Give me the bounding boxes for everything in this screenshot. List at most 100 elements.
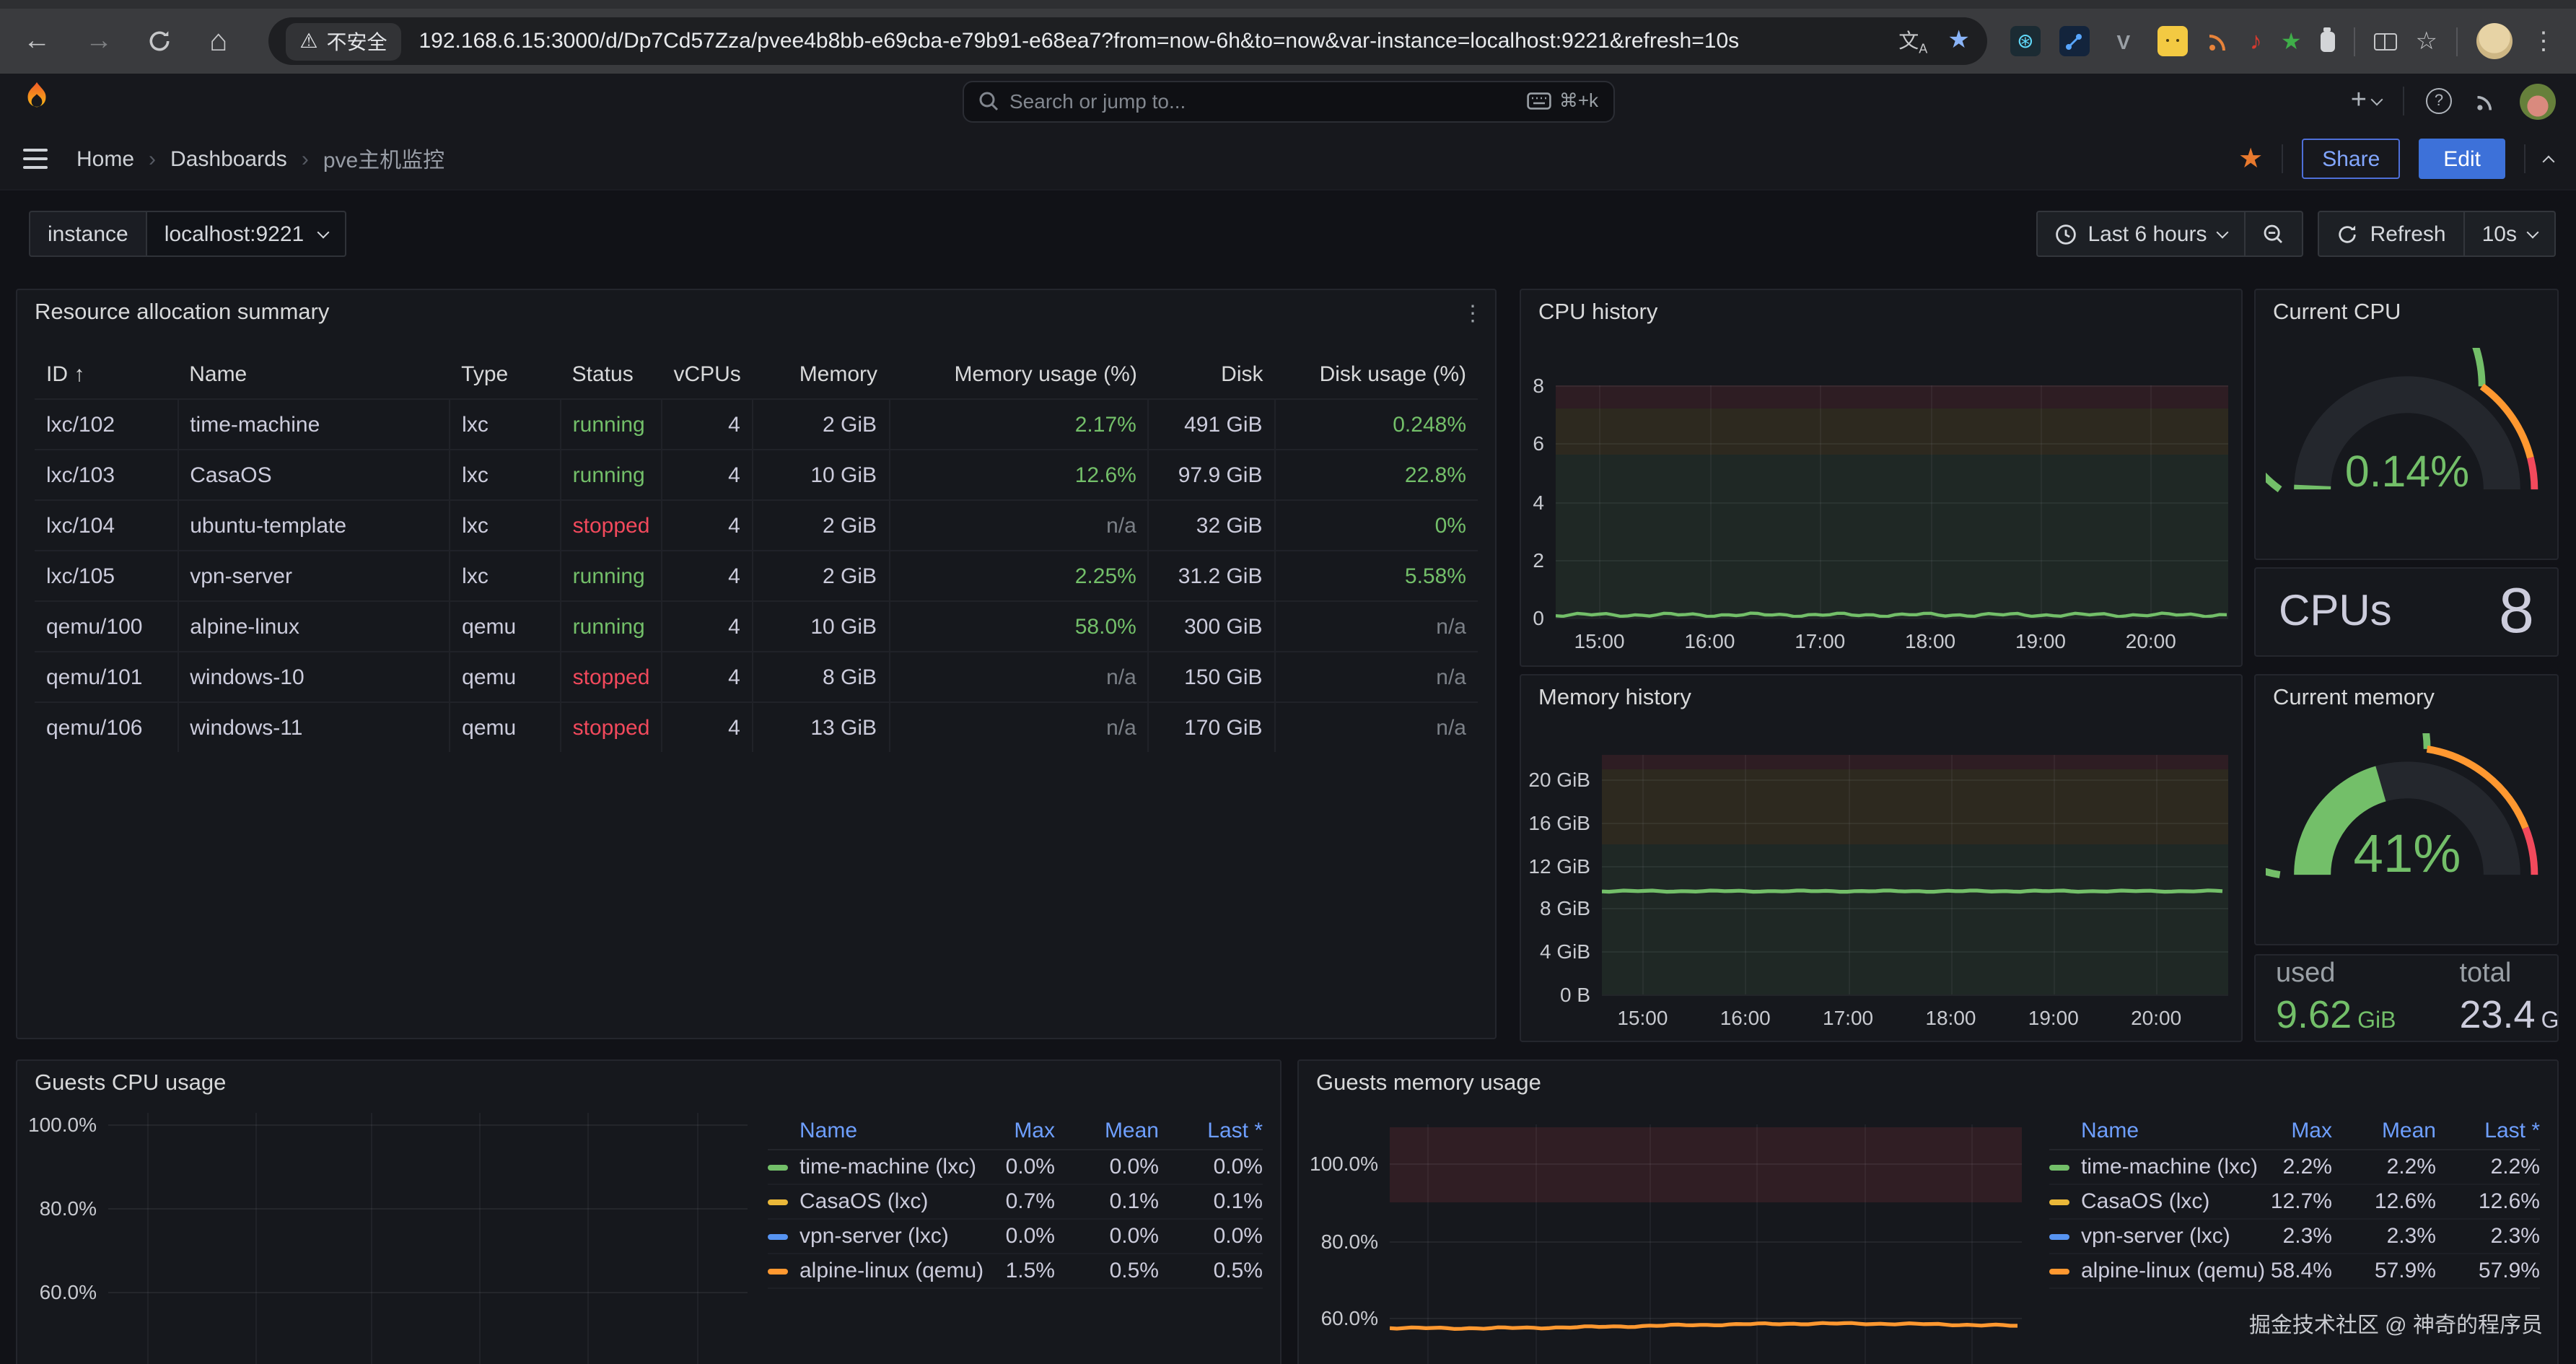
url-bar[interactable]: ⚠ 不安全 192.168.6.15:3000/d/Dp7Cd57Zza/pve… [268, 17, 1987, 65]
reload-icon[interactable] [147, 29, 172, 53]
legend-row[interactable]: alpine-linux (qemu) 58.4% 57.9% 57.9% [2049, 1254, 2540, 1289]
column-header[interactable]: Memory usage (%) [954, 362, 1137, 387]
menu-icon[interactable] [23, 149, 48, 169]
grafana-logo[interactable] [20, 81, 53, 121]
table-row[interactable]: lxc/103 CasaOS lxc running 4 10 GiB 12.6% 97.9 … [35, 449, 1478, 500]
news-icon[interactable] [2475, 90, 2497, 113]
legend-series-name[interactable]: CasaOS (lxc) [2049, 1189, 2228, 1214]
legend-value: 57.9% [2478, 1259, 2540, 1283]
column-header[interactable]: Status [571, 362, 634, 387]
legend-header-name[interactable]: Name [799, 1119, 858, 1143]
legend-header-stat[interactable]: Max [2291, 1119, 2332, 1143]
panel-title[interactable]: Guests CPU usage [35, 1071, 227, 1096]
table-row[interactable]: lxc/104 ubuntu-template lxc stopped 4 2 GiB n/… [35, 499, 1478, 551]
legend-series-name[interactable]: vpn-server (lxc) [2049, 1224, 2230, 1249]
breadcrumb-dashboards[interactable]: Dashboards [170, 147, 287, 171]
legend-series-name[interactable]: CasaOS (lxc) [768, 1189, 951, 1214]
panel-cpu-history[interactable]: CPU history 0 2 4 6 8 15:00 16:00 17:00 18:00 19:… [1520, 289, 2243, 667]
time-range-picker[interactable]: Last 6 hours [2036, 211, 2246, 257]
column-header[interactable]: vCPUs [673, 362, 741, 387]
site-security-badge[interactable]: ⚠ 不安全 [285, 22, 402, 60]
search-input[interactable]: Search or jump to... ⌘+k [962, 80, 1614, 122]
legend-row[interactable]: vpn-server (lxc) 0.0% 0.0% 0.0% [768, 1220, 1263, 1254]
browser-menu-icon[interactable]: ⋮ [2531, 27, 2556, 54]
legend-row[interactable]: time-machine (lxc) 2.2% 2.2% 2.2% [2049, 1150, 2540, 1185]
grid-line-h [1602, 951, 2228, 953]
legend-header-stat[interactable]: Last * [2484, 1119, 2540, 1143]
legend-row[interactable]: CasaOS (lxc) 0.7% 0.1% 0.1% [768, 1185, 1263, 1220]
legend-row[interactable]: alpine-linux (qemu) 1.5% 0.5% 0.5% [768, 1254, 1263, 1289]
column-header[interactable]: Name [189, 362, 247, 387]
column-header[interactable]: ID ↑ [46, 362, 85, 387]
legend-series-name[interactable]: time-machine (lxc) [768, 1155, 976, 1179]
clock-icon [2055, 224, 2076, 244]
star-extension-icon[interactable]: ★ [2280, 30, 2302, 54]
panel-current-memory[interactable]: Current memory 41% [2254, 674, 2559, 945]
table-row[interactable]: qemu/101 windows-10 qemu stopped 4 8 GiB n/a 15… [35, 651, 1478, 702]
legend-row[interactable]: vpn-server (lxc) 2.3% 2.3% 2.3% [2049, 1220, 2540, 1254]
share-button[interactable]: Share [2302, 139, 2401, 179]
legend-series-name[interactable]: alpine-linux (qemu) [2049, 1259, 2265, 1283]
legend-header-stat[interactable]: Max [1014, 1119, 1055, 1143]
bookmark-star-icon[interactable]: ★ [1948, 26, 1970, 54]
help-icon[interactable]: ? [2426, 88, 2452, 114]
graph-extension-icon[interactable] [2059, 26, 2090, 56]
column-header[interactable]: Disk usage (%) [1319, 362, 1466, 387]
edit-button[interactable]: Edit [2419, 139, 2505, 179]
table-row[interactable]: qemu/100 alpine-linux qemu running 4 10 GiB 58… [35, 600, 1478, 652]
react-devtools-icon[interactable]: ⊛ [2010, 26, 2041, 56]
favorite-star-icon[interactable]: ★ [2238, 144, 2264, 174]
forward-icon[interactable]: → [85, 26, 113, 56]
cat-extension-icon[interactable] [2157, 26, 2188, 56]
legend-value: 2.3% [2282, 1224, 2332, 1249]
instance-select[interactable]: localhost:9221 [146, 211, 346, 257]
bottle-extension-icon[interactable] [2320, 27, 2335, 51]
table-cell-vcpus: 4 [662, 499, 753, 551]
music-extension-icon[interactable]: ♪ [2249, 27, 2262, 54]
legend-series-name[interactable]: vpn-server (lxc) [768, 1224, 951, 1249]
table-row[interactable]: lxc/102 time-machine lxc running 4 2 GiB 2.17%… [35, 398, 1478, 450]
refresh-interval-select[interactable]: 10s [2464, 211, 2556, 257]
panel-current-cpu[interactable]: Current CPU 0.14% [2254, 289, 2559, 560]
rss-extension-icon[interactable] [2207, 29, 2231, 53]
panel-menu-icon[interactable]: ⋮ [1462, 302, 1484, 326]
legend-header-name[interactable]: Name [2081, 1119, 2139, 1143]
panel-title[interactable]: Resource allocation summary [35, 300, 330, 325]
panel-memory-history[interactable]: Memory history 0 B 4 GiB 8 GiB 12 GiB 16 GiB… [1520, 674, 2243, 1042]
zoom-out-button[interactable] [2246, 211, 2304, 257]
home-icon[interactable]: ⌂ [209, 25, 228, 58]
url-text[interactable]: 192.168.6.15:3000/d/Dp7Cd57Zza/pvee4b8bb… [419, 29, 1740, 53]
panel-title[interactable]: Memory history [1538, 686, 1691, 710]
bookmarks-icon[interactable]: ☆ [2415, 27, 2438, 54]
panel-title[interactable]: Guests memory usage [1316, 1071, 1541, 1096]
panel-guests-cpu[interactable]: Guests CPU usage 100.0% 80.0% 60.0% Name Max… [16, 1059, 1282, 1364]
legend-row[interactable]: time-machine (lxc) 0.0% 0.0% 0.0% [768, 1150, 1263, 1185]
collapse-icon[interactable] [2542, 155, 2555, 168]
back-icon[interactable]: ← [23, 26, 51, 56]
translate-icon[interactable]: 文A [1898, 29, 1928, 56]
legend-row[interactable]: CasaOS (lxc) 12.7% 12.6% 12.6% [2049, 1185, 2540, 1220]
column-header[interactable]: Memory [799, 362, 878, 387]
column-header[interactable]: Type [461, 362, 509, 387]
legend-series-name[interactable]: time-machine (lxc) [2049, 1155, 2258, 1179]
breadcrumb-home[interactable]: Home [76, 147, 135, 171]
vue-devtools-icon[interactable]: V [2116, 30, 2131, 53]
table-row[interactable]: lxc/105 vpn-server lxc running 4 2 GiB 2.25% 31… [35, 550, 1478, 601]
add-button[interactable]: + [2351, 85, 2383, 117]
legend-header-stat[interactable]: Mean [1104, 1119, 1159, 1143]
legend-header-stat[interactable]: Last * [1207, 1119, 1263, 1143]
panel-title[interactable]: Current memory [2273, 686, 2435, 710]
column-header[interactable]: Disk [1221, 362, 1263, 387]
browser-profile-avatar[interactable] [2476, 23, 2513, 59]
reading-list-icon[interactable] [2373, 32, 2397, 50]
table-row[interactable]: qemu/106 windows-11 qemu stopped 4 13 GiB n/a 1… [35, 701, 1478, 752]
legend-series-name[interactable]: alpine-linux (qemu) [768, 1259, 983, 1283]
panel-title[interactable]: Current CPU [2273, 300, 2401, 325]
panel-title[interactable]: CPU history [1538, 300, 1658, 325]
panel-cpus[interactable]: CPUs 8 [2254, 567, 2559, 657]
panel-guests-memory[interactable]: Guests memory usage 掘金技术社区 @ 神奇的程序员 100.… [1297, 1059, 2559, 1364]
user-avatar[interactable] [2520, 83, 2556, 119]
refresh-button[interactable]: Refresh [2318, 211, 2465, 257]
legend-header-stat[interactable]: Mean [2381, 1119, 2436, 1143]
